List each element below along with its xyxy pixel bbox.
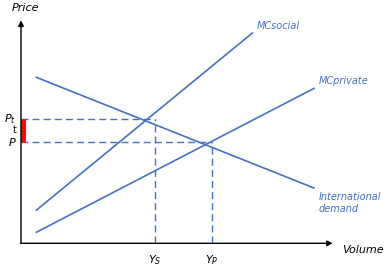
Text: $P_t$: $P_t$: [4, 113, 16, 126]
Text: Price: Price: [12, 3, 39, 13]
Text: t: t: [12, 125, 16, 135]
Text: International
demand: International demand: [319, 192, 381, 214]
Text: $Y_S$: $Y_S$: [149, 253, 162, 267]
Text: $P$: $P$: [8, 135, 16, 147]
Text: MCprivate: MCprivate: [319, 76, 368, 86]
Text: MCsocial: MCsocial: [257, 21, 300, 31]
Text: Volume: Volume: [342, 245, 383, 255]
Text: $Y_P$: $Y_P$: [206, 253, 219, 267]
